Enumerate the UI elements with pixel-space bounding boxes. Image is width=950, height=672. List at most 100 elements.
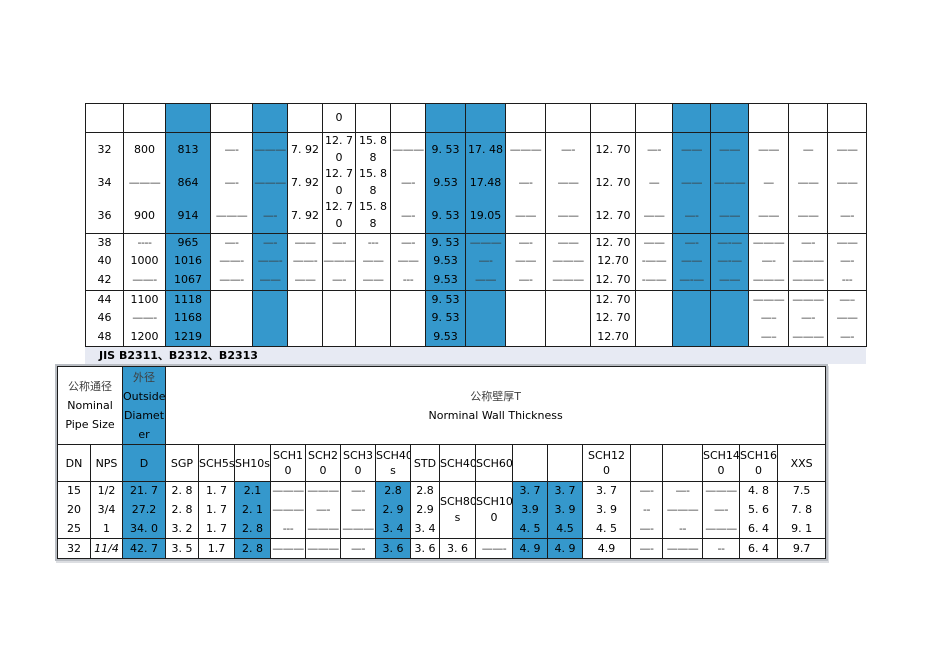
lower-cell-g1-c17: —- ——— --	[662, 480, 703, 540]
lower-cell-r32-c4: 1.7	[198, 538, 235, 560]
upper-cell-g1-c13: 12. 70 12. 70 12. 70	[590, 132, 636, 234]
lower-cell-r32-c6: ———	[270, 538, 306, 560]
nominal-pipe-size-header: 公称通径 Nominal Pipe Size	[57, 366, 123, 445]
upper-cell-g3-c6	[322, 289, 356, 348]
upper-cell-g1-c16: —— ——— ——	[710, 132, 749, 234]
lower-header-c0: DN	[57, 444, 91, 482]
upper-cell-g3-c4	[252, 289, 288, 348]
upper-cell-g3-c10	[465, 289, 506, 348]
upper-cell-g2-c7: --- —— ——	[355, 232, 391, 292]
upper-cell-g2-c15: —- —— —-—	[672, 232, 711, 292]
upper-cell-g1-c0: 32 34 36	[85, 132, 124, 234]
upper-cell-g0-c4	[252, 103, 288, 133]
upper-cell-g2-c5: —— ——- ——	[287, 232, 323, 292]
upper-cell-g1-c19: —— —— —-	[827, 132, 867, 234]
upper-cell-g2-c16: —-— —-— ——	[710, 232, 749, 292]
lower-cell-r32-c20: 9.7	[776, 538, 827, 560]
upper-cell-g2-c18: —- ——— ———	[788, 232, 828, 292]
lower-cell-g1-c14: 3. 7 3. 9 4.5	[547, 480, 583, 540]
lower-header-c5: SH10s	[234, 444, 271, 482]
upper-cell-g2-c19: —— —- ---	[827, 232, 867, 292]
lower-cell-r32-c14: 4. 9	[547, 538, 583, 560]
lower-header-c4: SCH5s	[198, 444, 235, 482]
upper-cell-g3-c3	[210, 289, 253, 348]
lower-cell-g1-c4: 1. 7 1. 7 1. 7	[198, 480, 235, 540]
upper-cell-g1-c9: 9. 53 9.53 9. 53	[425, 132, 466, 234]
upper-cell-g2-c9: 9. 53 9.53 9.53	[425, 232, 466, 292]
lower-header-c19: SCH16 0	[739, 444, 778, 482]
upper-cell-g2-c8: —- —— ---	[390, 232, 426, 292]
lower-cell-g1-c8: —- —- ———	[340, 480, 376, 540]
lower-cell-r32-c0: 32	[57, 538, 91, 560]
upper-cell-g1-c1: 800 ——— 900	[123, 132, 166, 234]
upper-cell-g1-c17: —— — ——	[748, 132, 789, 234]
lower-cell-g1-c12: SCH10 0	[475, 480, 513, 540]
upper-cell-g3-c2: 1118 1168 1219	[165, 289, 211, 348]
upper-cell-g1-c5: 7. 92 7. 92 7. 92	[287, 132, 323, 234]
lower-header-c1: NPS	[90, 444, 123, 482]
lower-cell-r32-c13: 4. 9	[512, 538, 548, 560]
upper-cell-g2-c1: ---- 1000 ——-	[123, 232, 166, 292]
upper-table-body: 0 32 34 36 800 ——— 900 813 864 914 —- —- ——— ——— ——— —-…	[85, 103, 867, 348]
upper-cell-g1-c12: —- —— ——	[545, 132, 591, 234]
lower-header-c20: XXS	[776, 444, 827, 482]
upper-cell-g0-c17	[748, 103, 789, 133]
lower-header-c7: SCH2 0	[305, 444, 341, 482]
lower-cell-g1-c18: ——— —- ———	[702, 480, 740, 540]
lower-header-c17	[662, 444, 703, 482]
upper-cell-g2-c12: —— ——— ———	[545, 232, 591, 292]
upper-cell-g0-c12	[545, 103, 591, 133]
upper-cell-g2-c6: —- ——— —-	[322, 232, 356, 292]
upper-cell-g3-c15	[672, 289, 711, 348]
lower-cell-g1-c0: 15 20 25	[57, 480, 91, 540]
upper-cell-g0-c16	[710, 103, 749, 133]
nominal-wall-thickness-header: 公称壁厚T Norminal Wall Thickness	[164, 366, 827, 445]
upper-cell-g2-c17: ——— —- ———	[748, 232, 789, 292]
upper-cell-g0-c13	[590, 103, 636, 133]
lower-cell-r32-c1: 11/4	[90, 538, 123, 560]
lower-cell-g1-c19: 4. 8 5. 6 6. 4	[739, 480, 778, 540]
lower-header-c14	[547, 444, 583, 482]
upper-cell-g3-c12	[545, 289, 591, 348]
upper-cell-g0-c19	[827, 103, 867, 133]
upper-cell-g3-c1: 1100 ——- 1200	[123, 289, 166, 348]
lower-cell-g1-c20: 7.5 7. 8 9. 1	[776, 480, 827, 540]
lower-cell-g1-c13: 3. 7 3.9 4. 5	[512, 480, 548, 540]
lower-header-c11: SCH40	[439, 444, 476, 482]
upper-cell-g0-c18	[788, 103, 828, 133]
upper-cell-g1-c3: —- —- ———	[210, 132, 253, 234]
upper-cell-g1-c11: ——— —- ——	[505, 132, 546, 234]
lower-header-c6: SCH1 0	[270, 444, 306, 482]
upper-cell-g3-c14	[635, 289, 673, 348]
upper-cell-g2-c14: —— -—— -——	[635, 232, 673, 292]
lower-cell-r32-c16: —-	[630, 538, 663, 560]
lower-cell-r32-c12: ——-	[475, 538, 513, 560]
lower-cell-g1-c11: SCH80 s	[439, 480, 476, 540]
upper-cell-g0-c2	[165, 103, 211, 133]
lower-cell-r32-c8: —-	[340, 538, 376, 560]
lower-cell-r32-c9: 3. 6	[375, 538, 411, 560]
lower-table-body: 公称通径 Nominal Pipe Size 外径 Outside Diamet er 公称壁…	[57, 366, 827, 560]
lower-header-c12: SCH60	[475, 444, 513, 482]
lower-cell-r32-c2: 42. 7	[122, 538, 166, 560]
upper-cell-g0-c10	[465, 103, 506, 133]
upper-cell-g1-c4: ——— ——— —-	[252, 132, 288, 234]
lower-cell-g1-c9: 2.8 2. 9 3. 4	[375, 480, 411, 540]
upper-cell-g3-c19: —– —— —-	[827, 289, 867, 348]
lower-cell-g1-c2: 21. 7 27.2 34. 0	[122, 480, 166, 540]
lower-cell-g1-c7: ——— —- ———	[305, 480, 341, 540]
lower-cell-r32-c18: --	[702, 538, 740, 560]
outside-diameter-header: 外径 Outside Diamet er	[122, 366, 166, 445]
lower-header-c9: SCH40 s	[375, 444, 411, 482]
lower-header-c16	[630, 444, 663, 482]
upper-cell-g0-c1	[123, 103, 166, 133]
upper-cell-g2-c3: —- ——- ——-	[210, 232, 253, 292]
upper-cell-g3-c0: 44 46 48	[85, 289, 124, 348]
upper-cell-g2-c4: —- ——- ——	[252, 232, 288, 292]
upper-cell-g0-c9	[425, 103, 466, 133]
upper-cell-g3-c17: ——— —– —–	[748, 289, 789, 348]
upper-cell-g2-c2: 965 1016 1067	[165, 232, 211, 292]
lower-cell-r32-c17: ———	[662, 538, 703, 560]
upper-cell-g1-c14: —- — ——	[635, 132, 673, 234]
